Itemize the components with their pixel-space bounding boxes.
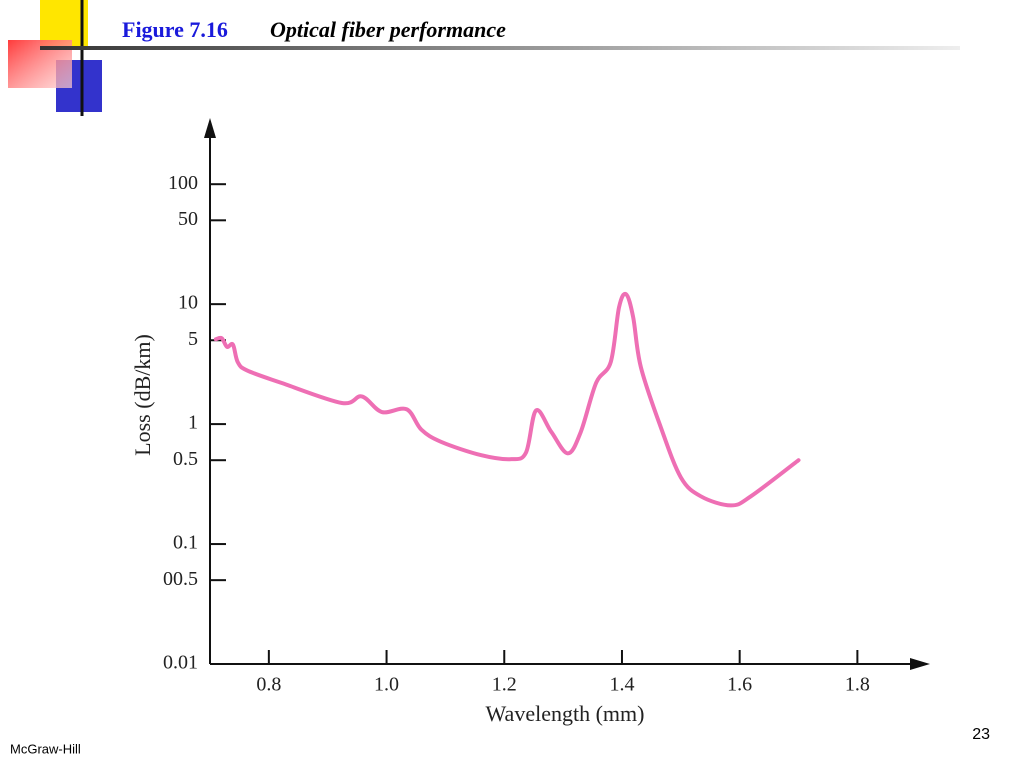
title-rule: [40, 46, 960, 50]
y-tick-label: 0.1: [173, 532, 198, 554]
figure-number: Figure 7.16: [122, 17, 228, 42]
y-tick-label: 0.01: [163, 652, 198, 674]
y-tick-label: 10: [178, 292, 198, 314]
x-axis-label: Wavelength (mm): [486, 701, 645, 726]
y-axis-arrow: [204, 118, 216, 138]
x-tick-label: 1.8: [845, 674, 870, 696]
publisher: McGraw-Hill: [10, 741, 81, 756]
loss-curve: [213, 291, 801, 508]
y-axis-label: Loss (dB/km): [130, 334, 155, 456]
y-tick-label: 100: [168, 172, 198, 194]
y-tick-label: 5: [188, 328, 198, 350]
x-tick-label: 1.0: [374, 674, 399, 696]
page-number: 23: [972, 726, 990, 743]
y-tick-label: 50: [178, 208, 198, 230]
x-tick-label: 1.6: [727, 674, 752, 696]
x-tick-label: 1.2: [492, 674, 517, 696]
y-tick-label: 00.5: [163, 568, 198, 590]
y-tick-label: 1: [188, 412, 198, 434]
x-tick-label: 1.4: [609, 674, 634, 696]
x-axis-arrow: [910, 658, 930, 670]
y-tick-label: 0.5: [173, 448, 198, 470]
figure-caption: Optical fiber performance: [270, 17, 506, 42]
x-tick-label: 0.8: [256, 674, 281, 696]
